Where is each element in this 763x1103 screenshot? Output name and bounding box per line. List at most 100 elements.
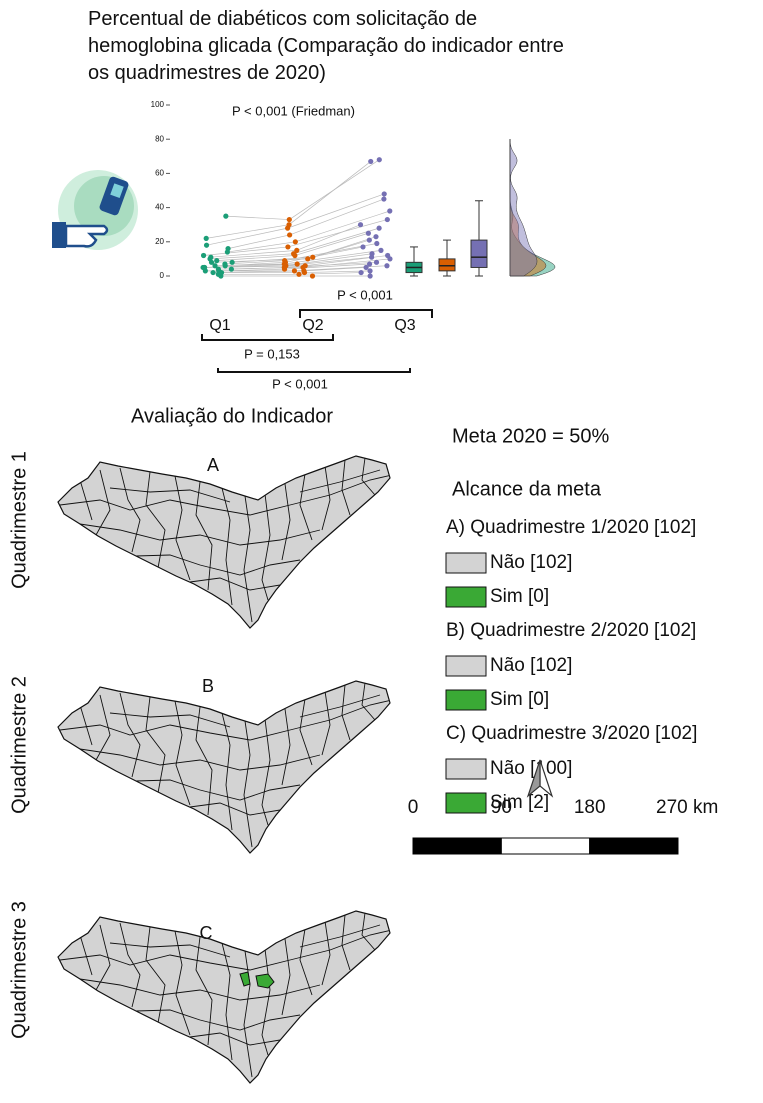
y-tick-label: 0: [160, 271, 165, 280]
panel-letter: B: [202, 676, 214, 696]
panel-letter: A: [207, 455, 219, 475]
pair-line: [224, 260, 285, 265]
pair-line: [298, 272, 362, 275]
row-label: Quadrimestre 3: [8, 901, 30, 1039]
scale-label: 180: [574, 797, 606, 818]
pair-line: [206, 224, 290, 239]
bracket: [299, 309, 433, 318]
pair-line: [204, 263, 298, 268]
point: [212, 263, 218, 269]
legend: A) Quadrimestre 1/2020 [102] Não [102] Sim…: [445, 517, 697, 814]
point: [376, 225, 382, 231]
group-label: Q2: [302, 317, 323, 334]
point: [200, 252, 207, 259]
point: [374, 240, 380, 247]
legend-title: Alcance da meta: [452, 478, 602, 500]
icon: [52, 170, 138, 250]
group-label: Q3: [394, 317, 415, 334]
legend-item: Sim [0]: [490, 689, 549, 710]
group-label: Q1: [209, 317, 230, 334]
pair-line: [288, 161, 371, 225]
annotation: P < 0,001: [337, 287, 393, 302]
scale-label: 270 km: [656, 797, 718, 818]
chart-title: Percentual de diabéticos com solicitação…: [88, 8, 569, 84]
pair-line: [287, 219, 388, 248]
y-tick-label: 20: [155, 237, 164, 246]
point: [378, 247, 384, 253]
point: [294, 247, 300, 253]
point: [366, 237, 372, 243]
pair-line: [289, 198, 385, 236]
point: [366, 261, 373, 267]
pair-line: [289, 159, 380, 220]
pair-line: [225, 215, 290, 220]
point: [384, 216, 390, 223]
point: [387, 208, 393, 214]
point: [223, 213, 229, 219]
point: [222, 261, 228, 267]
legend-item: Não [100]: [490, 758, 572, 779]
pair-line: [285, 256, 372, 267]
legend-swatch: [445, 655, 487, 677]
point: [368, 158, 374, 165]
point: [208, 254, 214, 260]
point: [381, 196, 387, 202]
row-label: Quadrimestre 2: [8, 676, 30, 814]
point: [286, 222, 292, 228]
pair-line: [297, 253, 373, 265]
point: [373, 234, 379, 240]
point: [376, 157, 382, 163]
annotation: P < 0,001: [272, 376, 328, 391]
panel-letter: C: [200, 923, 213, 943]
map-panel: Quadrimestre 2 B: [8, 676, 392, 853]
point: [365, 230, 371, 236]
pair-line: [312, 236, 377, 258]
point: [287, 232, 293, 238]
legend-swatch: [445, 586, 487, 608]
scale-label: 90: [491, 797, 512, 818]
legend-group: B) Quadrimestre 2/2020 [102]: [446, 620, 696, 641]
pair-line: [293, 227, 380, 255]
pair-line: [294, 232, 369, 256]
legend-item: Não [102]: [490, 655, 572, 676]
pair-line: [296, 224, 361, 251]
pair-line: [287, 193, 385, 229]
pair-line: [216, 255, 295, 261]
point: [309, 273, 316, 279]
legend-group: C) Quadrimestre 3/2020 [102]: [446, 723, 697, 744]
point: [381, 191, 387, 197]
pair-line: [225, 261, 286, 267]
point: [201, 264, 208, 271]
legend-swatch: [445, 689, 487, 711]
map-section-title: Avaliação do Indicador: [131, 405, 333, 427]
legend-item: Sim [0]: [490, 586, 549, 607]
annotation: P = 0,153: [244, 346, 300, 361]
point: [367, 273, 373, 279]
legend-group: A) Quadrimestre 1/2020 [102]: [446, 517, 696, 538]
pair-line: [303, 267, 367, 272]
annotation: P < 0,001 (Friedman): [232, 103, 355, 118]
row-label: Quadrimestre 1: [8, 451, 30, 589]
legend-swatch: [445, 758, 487, 780]
point: [229, 259, 235, 265]
legend-meta: Meta 2020 = 50%: [452, 425, 610, 447]
north-arrow: [526, 759, 554, 798]
y-tick-label: 80: [155, 134, 164, 143]
point: [285, 244, 291, 250]
legend-item: Sim [2]: [490, 792, 549, 813]
pair-line: [295, 210, 390, 243]
scale-label: 0: [408, 797, 419, 818]
scale-segment: [412, 837, 502, 855]
point: [292, 239, 298, 245]
legend-swatch: [445, 792, 487, 814]
scale-segment: [500, 837, 591, 855]
pair-line: [284, 250, 382, 265]
bracket: [217, 368, 411, 373]
point: [291, 268, 298, 274]
point: [369, 251, 375, 257]
point: [286, 216, 292, 223]
point: [225, 246, 231, 252]
highlight-municipality: [239, 971, 275, 989]
point: [385, 252, 391, 259]
